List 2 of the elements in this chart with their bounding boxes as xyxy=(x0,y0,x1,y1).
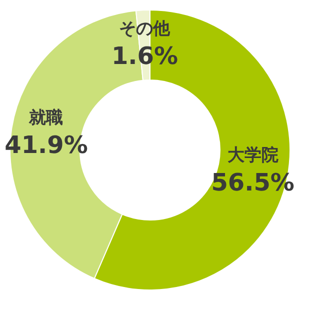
slice-label: 大学院 xyxy=(227,145,278,166)
slice-label: 就職 xyxy=(28,108,64,128)
